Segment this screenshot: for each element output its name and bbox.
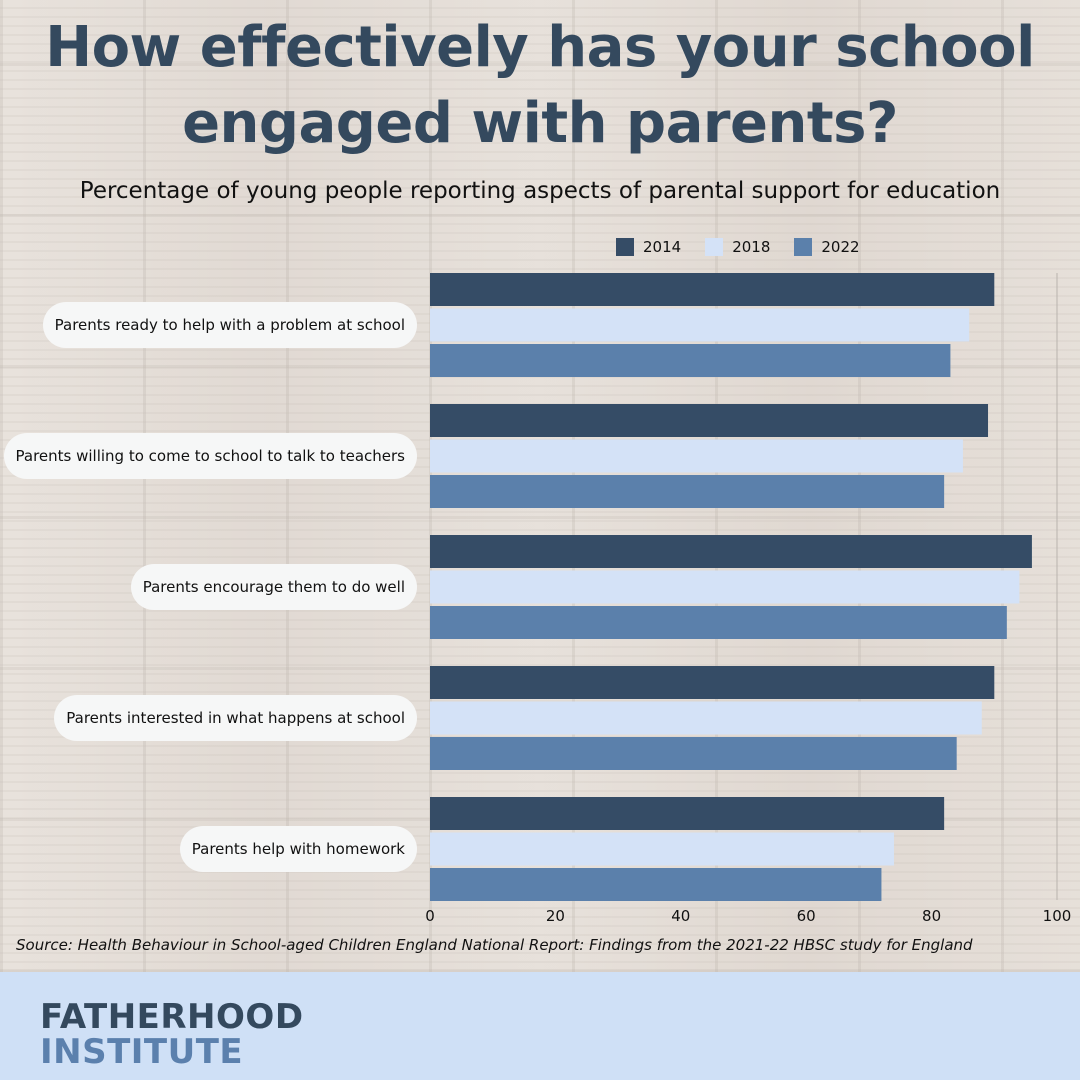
legend-label-2014: 2014 <box>643 238 682 256</box>
category-label: Parents willing to come to school to tal… <box>3 433 417 479</box>
legend-label-2018: 2018 <box>732 238 771 256</box>
bar-2022-3 <box>430 737 957 770</box>
legend-swatch-2022 <box>794 238 813 256</box>
x-tick-label: 80 <box>922 907 941 925</box>
category-label: Parents help with homework <box>179 826 417 872</box>
x-tick-label: 100 <box>1043 907 1072 925</box>
logo-fatherhood: FATHERHOOD <box>40 997 304 1037</box>
bar-2018-0 <box>430 308 970 342</box>
category-label: Parents encourage them to do well <box>130 564 417 610</box>
bar-2022-4 <box>430 868 882 901</box>
legend-item-2018: 2018 <box>705 238 770 256</box>
page-title: How effectively has your school engaged … <box>45 15 1035 156</box>
bar-2018-1 <box>430 439 963 473</box>
bar-2014-0 <box>430 273 995 306</box>
bar-2014-4 <box>430 797 945 830</box>
legend-swatch-2018 <box>705 238 724 256</box>
x-tick-label: 60 <box>797 907 816 925</box>
bar-2014-2 <box>430 535 1032 568</box>
category-label: Parents ready to help with a problem at … <box>42 302 417 348</box>
bar-2018-4 <box>430 832 894 866</box>
bar-2014-1 <box>430 404 989 437</box>
bar-chart: 0 20 40 60 80 100 <box>425 273 1072 925</box>
legend-item-2014: 2014 <box>616 238 681 256</box>
logo-institute: INSTITUTE <box>40 1032 244 1072</box>
category-label: Parents interested in what happens at sc… <box>54 695 417 741</box>
x-tick-label: 20 <box>546 907 565 925</box>
chart-legend: 2014 2018 2022 <box>616 237 884 257</box>
bar-2018-3 <box>430 701 982 735</box>
bar-2022-0 <box>430 344 951 377</box>
footer-band <box>0 972 1080 1080</box>
x-tick-label: 40 <box>671 907 690 925</box>
source-note: Source: Health Behaviour in School-aged … <box>16 936 973 954</box>
legend-label-2022: 2022 <box>821 238 860 256</box>
bar-2014-3 <box>430 666 995 699</box>
legend-item-2022: 2022 <box>794 238 860 256</box>
legend-swatch-2014 <box>616 238 634 256</box>
x-tick-label: 0 <box>425 907 435 925</box>
chart-subtitle: Percentage of young people reporting asp… <box>79 178 1001 204</box>
bar-2022-2 <box>430 606 1007 639</box>
bar-2018-2 <box>430 570 1020 604</box>
bar-2022-1 <box>430 475 945 508</box>
